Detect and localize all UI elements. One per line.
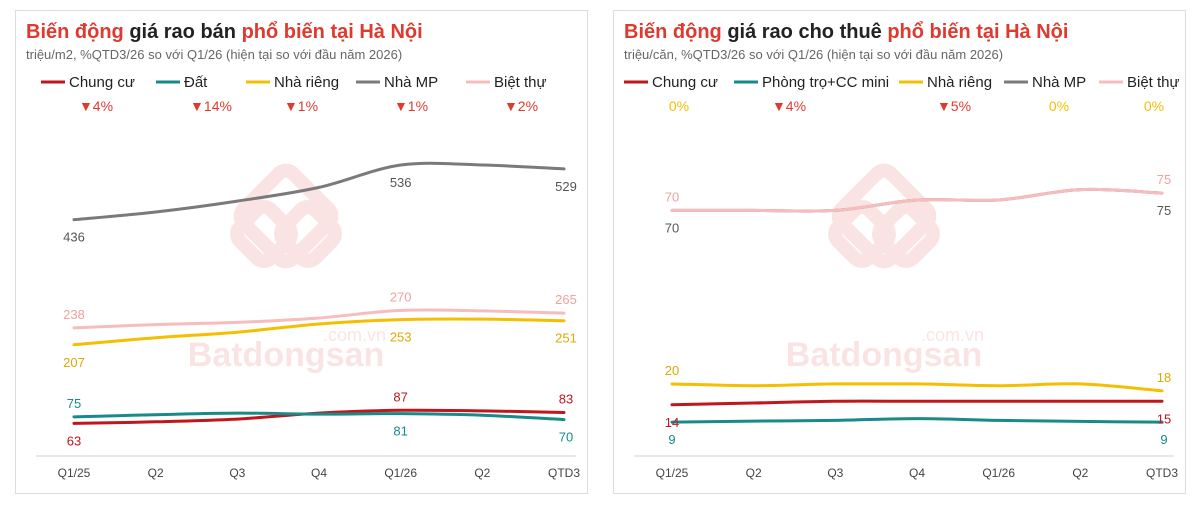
change-badge: ▼4% xyxy=(79,98,113,114)
data-label: 9 xyxy=(668,432,675,447)
chart-subtitle: triệu/m2, %QTD3/26 so với Q1/26 (hiện tạ… xyxy=(26,47,403,62)
data-label: 270 xyxy=(390,289,412,304)
x-tick-label: Q2 xyxy=(148,466,164,480)
watermark-logo-shape xyxy=(230,200,298,268)
data-label: 81 xyxy=(393,424,407,439)
data-label: 536 xyxy=(390,175,412,190)
data-label: 251 xyxy=(555,331,577,346)
data-label: 70 xyxy=(665,189,679,204)
change-badge: 0% xyxy=(1049,98,1069,114)
data-label: 75 xyxy=(1157,172,1171,187)
series-line xyxy=(670,187,1164,213)
series-line xyxy=(72,308,566,330)
watermark: Batdongsan.com.vn xyxy=(786,163,984,374)
sale-price-line-chart: Batdongsan.com.vn Chung cư ▼4% Đất ▼14% Nhà r… xyxy=(36,74,580,480)
change-badge: ▼1% xyxy=(284,98,318,114)
legend-label: Nhà MP xyxy=(1032,74,1086,91)
x-tick-label: Q3 xyxy=(827,466,843,480)
x-tick-label: Q4 xyxy=(909,466,925,480)
legend-label: Nhà riêng xyxy=(274,74,339,91)
watermark-logo-shape xyxy=(233,163,339,269)
legend-item[interactable]: Đất xyxy=(156,74,208,91)
data-label: 63 xyxy=(67,433,81,448)
data-label: 436 xyxy=(63,230,85,245)
watermark-logo-shape xyxy=(828,200,896,268)
data-label: 529 xyxy=(555,179,577,194)
data-label: 87 xyxy=(393,389,407,404)
data-label: 9 xyxy=(1160,432,1167,447)
x-tick-label: Q2 xyxy=(474,466,490,480)
data-label: 15 xyxy=(1157,411,1171,426)
legend-label: Chung cư xyxy=(652,74,718,91)
legend-label: Đất xyxy=(184,74,208,91)
legend-item[interactable]: Chung cư xyxy=(624,74,718,91)
x-tick-label: Q2 xyxy=(746,466,762,480)
rent-price-chart-panel: Biến động giá rao cho thuê phổ biến tại … xyxy=(613,10,1186,494)
watermark-brand: Batdongsan xyxy=(786,336,982,374)
series-line xyxy=(72,411,566,422)
legend-label: Biệt thự xyxy=(494,74,547,91)
chart-subtitle: triệu/căn, %QTD3/26 so với Q1/26 (hiện t… xyxy=(624,47,1004,62)
data-label: 265 xyxy=(555,292,577,307)
legend-label: Phòng trọ+CC mini xyxy=(762,74,889,91)
x-tick-label: Q1/26 xyxy=(982,466,1015,480)
data-label: 75 xyxy=(1157,203,1171,218)
legend-label: Nhà riêng xyxy=(927,74,992,91)
x-tick-label: QTD3 xyxy=(548,466,580,480)
data-label: 207 xyxy=(63,355,85,370)
data-label: 70 xyxy=(559,430,573,445)
change-badge: 0% xyxy=(1144,98,1164,114)
watermark-brand: Batdongsan xyxy=(188,336,384,374)
chart-title: Biến động giá rao cho thuê phổ biến tại … xyxy=(624,21,1069,43)
data-label: 83 xyxy=(559,392,573,407)
data-label: 70 xyxy=(665,220,679,235)
series-line xyxy=(670,382,1164,393)
data-label: 20 xyxy=(665,363,679,378)
data-label: 14 xyxy=(665,415,679,430)
x-tick-label: Q2 xyxy=(1072,466,1088,480)
series-line xyxy=(72,161,566,222)
rent-price-line-chart: Batdongsan.com.vn Chung cư 0% Phòng trọ+CC … xyxy=(624,74,1180,480)
legend-item[interactable]: Biệt thự xyxy=(1099,74,1180,91)
watermark-logo-shape xyxy=(831,163,937,269)
legend-item[interactable]: Phòng trọ+CC mini xyxy=(734,74,889,91)
legend-item[interactable]: Nhà MP xyxy=(1004,74,1086,91)
change-badge: ▼14% xyxy=(190,98,232,114)
legend-label: Nhà MP xyxy=(384,74,438,91)
x-tick-label: Q4 xyxy=(311,466,327,480)
change-badge: ▼4% xyxy=(772,98,806,114)
data-label: 75 xyxy=(67,396,81,411)
legend-label: Biệt thự xyxy=(1127,74,1180,91)
legend-item[interactable]: Nhà riêng xyxy=(246,74,339,91)
change-badge: 0% xyxy=(669,98,689,114)
series-line xyxy=(72,317,566,347)
legend-item[interactable]: Nhà MP xyxy=(356,74,438,91)
legend-item[interactable]: Nhà riêng xyxy=(899,74,992,91)
watermark-domain: .com.vn xyxy=(323,325,386,345)
watermark-logo-shape xyxy=(274,200,342,268)
series-line xyxy=(670,399,1164,407)
x-tick-label: QTD3 xyxy=(1146,466,1178,480)
x-tick-label: Q1/25 xyxy=(58,466,91,480)
x-tick-label: Q1/26 xyxy=(384,466,417,480)
data-label: 18 xyxy=(1157,370,1171,385)
x-tick-label: Q1/25 xyxy=(656,466,689,480)
legend-item[interactable]: Chung cư xyxy=(41,74,135,91)
change-badge: ▼1% xyxy=(394,98,428,114)
chart-title: Biến động giá rao bán phổ biến tại Hà Nộ… xyxy=(26,21,423,43)
change-badge: ▼2% xyxy=(504,98,538,114)
sale-price-chart-panel: Biến động giá rao bán phổ biến tại Hà Nộ… xyxy=(15,10,588,494)
change-badge: ▼5% xyxy=(937,98,971,114)
series-line xyxy=(670,417,1164,424)
watermark-logo-shape xyxy=(872,200,940,268)
watermark-domain: .com.vn xyxy=(921,325,984,345)
data-label: 238 xyxy=(63,307,85,322)
legend-label: Chung cư xyxy=(69,74,135,91)
legend-item[interactable]: Biệt thự xyxy=(466,74,547,91)
data-label: 253 xyxy=(390,330,412,345)
watermark: Batdongsan.com.vn xyxy=(188,163,386,374)
x-tick-label: Q3 xyxy=(229,466,245,480)
